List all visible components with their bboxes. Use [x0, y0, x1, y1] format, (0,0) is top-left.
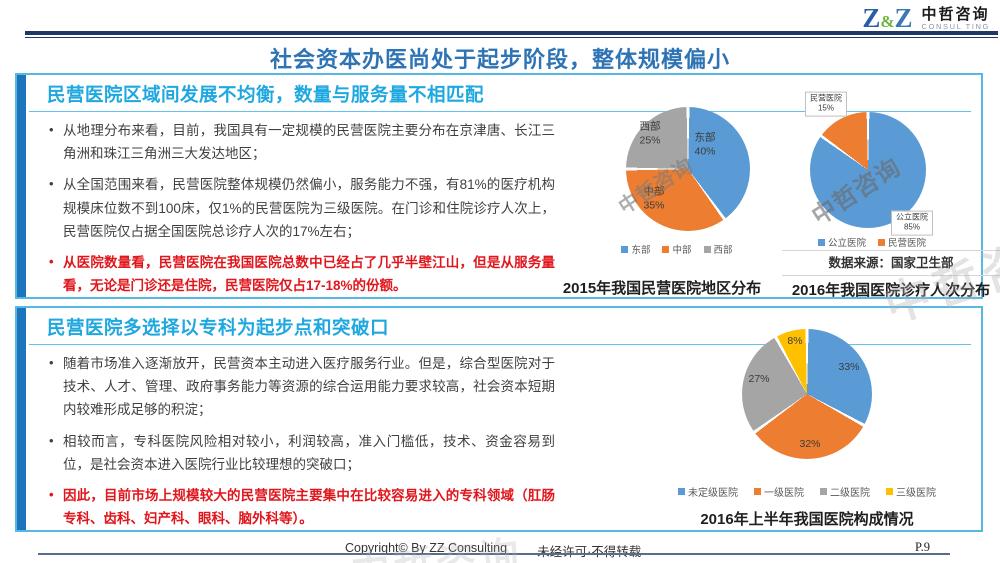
legend-swatch [703, 245, 711, 253]
footer: Copyright© By ZZ Consulting 未经许可·不得转载 [345, 541, 641, 560]
slice-label-level2: 27% [748, 373, 770, 386]
bullet-item-emphasis: 因此，目前市场上规模较大的民营医院主要集中在比较容易进入的专科领域（肛肠专科、齿… [47, 484, 555, 530]
logo-ampersand: & [880, 12, 895, 31]
logo-monogram: Z&Z [862, 5, 912, 32]
slice-label-central: 中部 35% [643, 185, 665, 211]
section-specialty-entry: 民营医院多选择以专科为起步点和突破口 随着市场准入逐渐放开，民营资本主动进入医疗… [15, 306, 983, 532]
heading-underline [29, 344, 971, 345]
bullet-item: 从全国范围来看，民营医院整体规模仍然偏小，服务能力不强，有81%的医疗机构规模床… [47, 173, 555, 243]
pie-chart-2016-visit-distribution [810, 112, 926, 228]
section-1-heading: 民营医院区域间发展不均衡，数量与服务量不相匹配 [47, 84, 485, 105]
heading-underline [29, 111, 971, 112]
company-logo: Z&Z 中哲咨询 CONSUL TING [862, 5, 990, 32]
pie-chart-2016-hospital-composition [742, 329, 872, 459]
legend-item: 三级医院 [886, 484, 936, 499]
section-2-heading: 民营医院多选择以专科为起步点和突破口 [47, 317, 390, 338]
legend-label: 二级医院 [830, 488, 870, 499]
footer-notice: 未经许可·不得转载 [537, 545, 642, 559]
legend-label: 一级医院 [764, 488, 804, 499]
logo-company-name-cn: 中哲咨询 [921, 5, 990, 23]
legend-item: 未定级医院 [678, 484, 738, 499]
slide-title: 社会资本办医尚处于起步阶段，整体规模偏小 [269, 47, 730, 72]
legend-item: 二级医院 [820, 484, 870, 499]
chart-3-caption: 2016年上半年我国医院构成情况 [700, 511, 914, 528]
legend-label: 西部 [713, 245, 733, 256]
bullet-item-emphasis: 从医院数量看，民营医院在我国医院总数中已经占了几乎半壁江山，但是从服务量看，无论… [47, 251, 555, 297]
header-divider [25, 31, 998, 38]
legend-label: 东部 [631, 245, 651, 256]
legend-swatch [754, 488, 761, 495]
logo-z2: Z [894, 3, 913, 33]
logo-z1: Z [862, 3, 881, 33]
legend-item: 东部 [621, 242, 650, 256]
legend-item: 中部 [662, 242, 692, 256]
callout-private-hospital: 民营医院 15% [805, 91, 847, 117]
bullet-item: 随着市场准入逐渐放开，民营资本主动进入医疗服务行业。但是，综合型医院对于技术、人… [47, 352, 555, 422]
legend-item: 民营医院 [878, 235, 926, 249]
legend-item: 西部 [703, 242, 733, 256]
footer-divider [38, 553, 950, 555]
footer-copyright: Copyright© By ZZ Consulting [345, 541, 508, 555]
callout-public-hospital: 公立医院 85% [891, 210, 933, 236]
legend-label: 三级医院 [896, 488, 936, 499]
slice-label-unrated: 33% [838, 361, 860, 374]
section-accent-bar [17, 308, 26, 530]
page-number: P.9 [915, 540, 930, 554]
legend-item: 一级医院 [754, 484, 804, 499]
legend-item: 公立医院 [817, 235, 866, 249]
logo-names: 中哲咨询 CONSUL TING [922, 6, 990, 32]
legend-swatch [621, 245, 629, 253]
slice-label-west: 西部 25% [639, 120, 661, 146]
section-regional-imbalance: 民营医院区域间发展不均衡，数量与服务量不相匹配 从地理分布来看，目前，我国具有一… [15, 73, 1000, 299]
bullet-item: 相较而言，专科医院风险相对较小，利润较高，准入门槛低，技术、资金容易到位，是社会… [47, 430, 555, 476]
bullet-item: 从地理分布来看，目前，我国具有一定规模的民营医院主要分布在京津唐、长江三角洲和珠… [47, 119, 555, 165]
chart-2-caption: 2016年我国医院诊疗人次分布 [791, 282, 991, 299]
legend-swatch [878, 238, 885, 246]
legend-label: 民营医院 [888, 238, 927, 249]
chart-1-caption: 2015年我国民营医院地区分布 [562, 280, 762, 297]
legend-swatch [678, 488, 685, 495]
legend-label: 未定级医院 [688, 488, 738, 499]
slice-label-level1: 32% [799, 438, 821, 451]
chart-3-legend: 未定级医院 一级医院 二级医院 三级医院 [657, 484, 957, 499]
pie-chart-2015-region-distribution [626, 107, 750, 231]
chart-2-data-source: 数据来源：国家卫生部 [782, 250, 1000, 276]
legend-swatch [817, 238, 825, 246]
slice-label-level3: 8% [787, 335, 803, 348]
legend-label: 中部 [672, 245, 692, 256]
legend-label: 公立医院 [827, 238, 866, 249]
chart-1-legend: 东部 中部 西部 [577, 242, 777, 256]
legend-swatch [886, 488, 893, 495]
legend-swatch [820, 488, 827, 495]
legend-swatch [662, 245, 670, 253]
chart-2-legend: 公立医院 民营医院 [777, 235, 967, 249]
section-1-bullets: 从地理分布来看，目前，我国具有一定规模的民营医院主要分布在京津唐、长江三角洲和珠… [47, 119, 555, 306]
slice-label-east: 东部 40% [694, 131, 716, 157]
logo-company-name-en: CONSUL TING [921, 21, 990, 31]
section-2-bullets: 随着市场准入逐渐放开，民营资本主动进入医疗服务行业。但是，综合型医院对于技术、人… [47, 352, 555, 539]
section-accent-bar [17, 75, 26, 297]
